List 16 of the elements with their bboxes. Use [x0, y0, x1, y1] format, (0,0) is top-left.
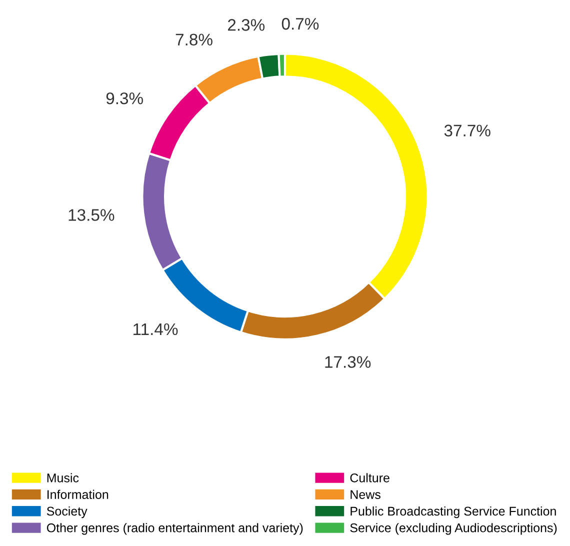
legend-label: Information	[48, 490, 108, 499]
data-label: 13.5%	[68, 209, 114, 221]
data-label: 11.4%	[134, 323, 178, 336]
legend-label: Service (excluding Audiodescriptions)	[350, 523, 557, 535]
data-label: 0.7%	[282, 18, 319, 30]
data-label: 17.3%	[325, 356, 371, 368]
legend-label: Other genres (radio entertainment and variety)	[46, 523, 303, 535]
legend-label: Music	[47, 473, 79, 482]
legend-label: Public Broadcasting Service Function	[350, 506, 556, 518]
legend-label: Culture	[350, 473, 390, 482]
legend-label: Society	[46, 506, 88, 518]
data-label: 37.7%	[444, 124, 490, 136]
data-label: 2.3%	[228, 19, 265, 31]
data-label: 7.8%	[176, 34, 212, 46]
legend-label: News	[350, 490, 380, 499]
data-label: 9.3%	[106, 92, 143, 104]
